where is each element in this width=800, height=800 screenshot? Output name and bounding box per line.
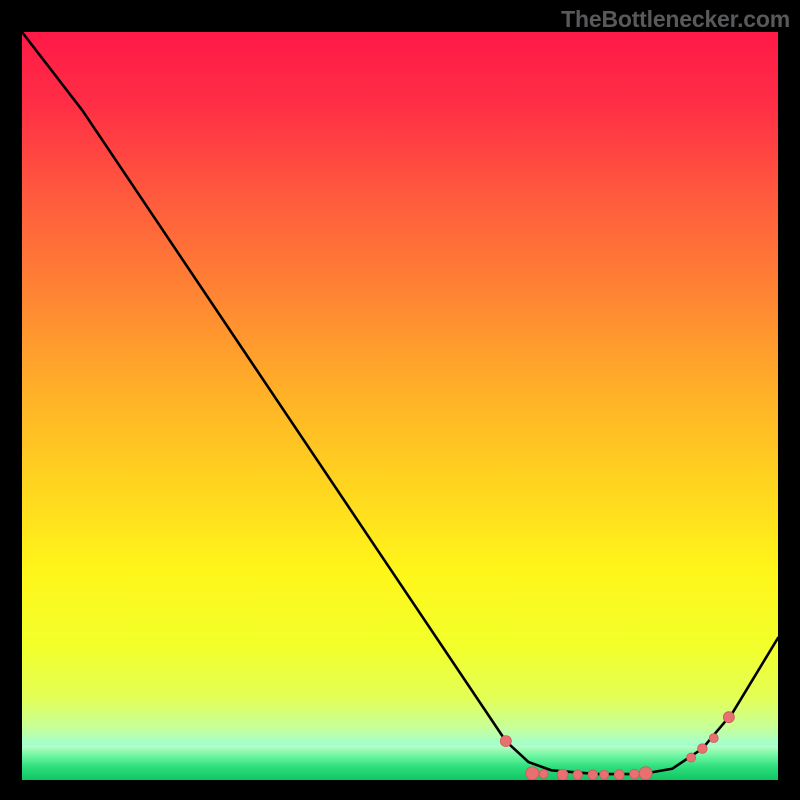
data-marker — [614, 770, 624, 780]
data-marker — [698, 744, 708, 754]
chart-svg — [22, 32, 778, 780]
data-marker — [557, 769, 568, 780]
watermark-text: TheBottlenecker.com — [561, 6, 790, 33]
data-marker — [526, 767, 539, 780]
data-marker — [709, 734, 718, 743]
data-marker — [588, 770, 598, 780]
data-marker — [639, 767, 652, 780]
plot-area — [22, 32, 778, 780]
data-marker — [573, 770, 583, 780]
chart-frame: TheBottlenecker.com — [0, 0, 800, 800]
data-marker — [600, 770, 609, 779]
data-marker — [723, 712, 734, 723]
bottleneck-curve — [22, 32, 778, 774]
data-marker — [687, 753, 696, 762]
data-marker — [500, 736, 511, 747]
data-marker — [630, 769, 640, 779]
data-marker — [539, 770, 548, 779]
